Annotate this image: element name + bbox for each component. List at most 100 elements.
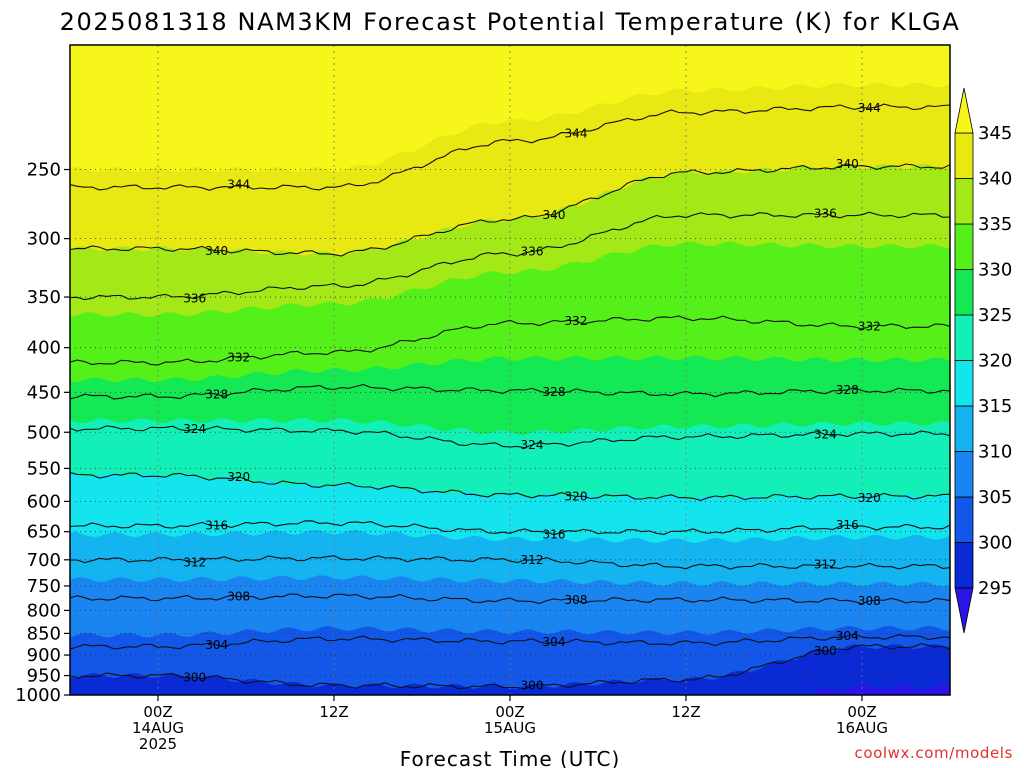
colorbar-swatch xyxy=(954,360,974,407)
colorbar-label: 320 xyxy=(978,351,1012,372)
colorbar-label: 345 xyxy=(978,123,1012,144)
contour-label: 336 xyxy=(814,206,837,220)
contour-label: 304 xyxy=(205,638,228,652)
colorbar-label: 340 xyxy=(978,169,1012,190)
y-tick-label: 350 xyxy=(27,287,61,308)
contour-label: 344 xyxy=(858,101,881,115)
x-axis-label: Forecast Time (UTC) xyxy=(400,747,621,768)
colorbar-swatch xyxy=(954,269,974,316)
contour-324 xyxy=(70,425,950,449)
contour-label: 304 xyxy=(543,635,566,649)
x-tick-label: 14AUG xyxy=(132,719,184,737)
y-tick-label: 450 xyxy=(27,382,61,403)
contour-label: 312 xyxy=(183,555,206,569)
contour-label: 308 xyxy=(565,593,588,607)
colorbar-label: 305 xyxy=(978,487,1012,508)
contour-label: 320 xyxy=(565,490,588,504)
contour-label: 324 xyxy=(814,428,837,442)
colorbar-swatch xyxy=(954,132,974,179)
credit-text: coolwx.com/models xyxy=(855,744,1014,762)
colorbar-swatch xyxy=(954,451,974,498)
colorbar-swatch xyxy=(954,496,974,543)
colorbar-label: 325 xyxy=(978,305,1012,326)
contour-label: 340 xyxy=(836,157,859,171)
y-tick-label: 850 xyxy=(27,623,61,644)
contour-label: 300 xyxy=(521,679,544,693)
y-tick-label: 1000 xyxy=(15,685,61,706)
contour-332 xyxy=(70,315,950,366)
y-tick-label: 700 xyxy=(27,550,61,571)
contour-340 xyxy=(70,163,950,257)
contour-label: 316 xyxy=(836,518,859,532)
x-tick-label: 16AUG xyxy=(836,719,888,737)
y-axis: 2503003504004505005506006507007508008509… xyxy=(15,160,70,706)
y-tick-label: 250 xyxy=(27,160,61,181)
contour-label: 344 xyxy=(565,126,588,140)
colorbar-label: 335 xyxy=(978,214,1012,235)
y-tick-label: 550 xyxy=(27,458,61,479)
colorbar-label: 295 xyxy=(978,578,1012,599)
y-tick-label: 650 xyxy=(27,522,61,543)
contour-label: 328 xyxy=(543,385,566,399)
contour-label: 324 xyxy=(521,438,544,452)
y-tick-label: 500 xyxy=(27,422,61,443)
y-tick-label: 750 xyxy=(27,576,61,597)
contour-label: 336 xyxy=(521,245,544,259)
contour-label: 320 xyxy=(858,491,881,505)
contour-label: 308 xyxy=(858,594,881,608)
contour-312 xyxy=(70,555,950,570)
colorbar-swatch xyxy=(954,178,974,225)
x-tick-label: 2025 xyxy=(139,735,177,753)
contour-label: 300 xyxy=(814,644,837,658)
colorbar-label: 330 xyxy=(978,260,1012,281)
colorbar-extend-top xyxy=(954,87,974,134)
contour-label: 340 xyxy=(543,208,566,222)
y-tick-label: 300 xyxy=(27,229,61,250)
contour-label: 304 xyxy=(836,629,859,643)
contour-label: 308 xyxy=(227,590,250,604)
x-tick-label: 15AUG xyxy=(484,719,536,737)
contour-label: 316 xyxy=(205,519,228,533)
colorbar-label: 300 xyxy=(978,533,1012,554)
contour-label: 332 xyxy=(858,320,881,334)
colorbar-label: 310 xyxy=(978,442,1012,463)
colorbar-swatch xyxy=(954,314,974,361)
colorbar-swatch xyxy=(954,223,974,270)
contour-328 xyxy=(70,383,950,400)
contour-label: 340 xyxy=(205,244,228,258)
colorbar-extend-bottom xyxy=(954,587,974,634)
contour-344 xyxy=(70,103,950,191)
fill-band-300 xyxy=(70,644,950,695)
contour-label: 312 xyxy=(521,553,544,567)
y-tick-label: 800 xyxy=(27,600,61,621)
y-tick-label: 400 xyxy=(27,338,61,359)
contour-320 xyxy=(70,471,950,501)
x-tick-label: 00Z xyxy=(847,703,876,721)
contour-label: 300 xyxy=(183,670,206,684)
contour-336 xyxy=(70,211,950,301)
contour-label: 328 xyxy=(836,383,859,397)
contour-label: 332 xyxy=(565,314,588,328)
contour-label: 320 xyxy=(227,470,250,484)
y-tick-label: 600 xyxy=(27,491,61,512)
contour-label: 344 xyxy=(227,178,250,192)
contour-304 xyxy=(70,633,950,650)
colorbar-swatch xyxy=(954,405,974,452)
contour-300 xyxy=(70,643,950,690)
chart-title: 2025081318 NAM3KM Forecast Potential Tem… xyxy=(60,8,961,36)
contour-label: 312 xyxy=(814,557,837,571)
contour-label: 336 xyxy=(183,292,206,306)
contour-316 xyxy=(70,520,950,536)
contour-label: 316 xyxy=(543,528,566,542)
contour-label: 324 xyxy=(183,422,206,436)
contour-label: 332 xyxy=(227,350,250,364)
x-tick-label: 12Z xyxy=(671,703,700,721)
y-tick-label: 950 xyxy=(27,666,61,687)
y-tick-label: 900 xyxy=(27,645,61,666)
colorbar-label: 315 xyxy=(978,396,1012,417)
x-tick-label: 00Z xyxy=(495,703,524,721)
contour-308 xyxy=(70,593,950,605)
x-tick-label: 12Z xyxy=(319,703,348,721)
